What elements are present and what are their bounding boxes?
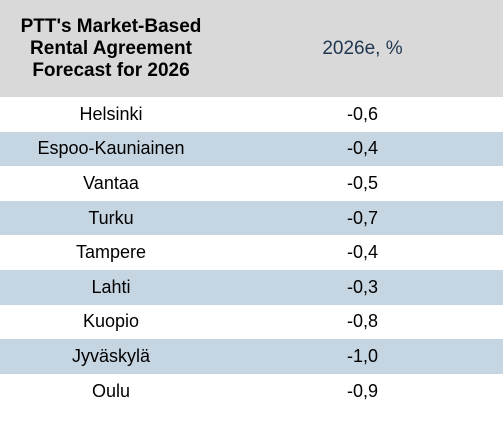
title-line-3: Forecast for 2026 (32, 59, 190, 81)
table-row: Oulu -0,9 (0, 373, 503, 409)
value-cell: -0,8 (222, 304, 503, 340)
title-line-2: Rental Agreement (30, 37, 192, 59)
value-cell: -0,5 (222, 166, 503, 201)
table-row: Jyväskylä -1,0 (0, 339, 503, 374)
value-column-header: 2026e, % (222, 0, 503, 97)
city-cell: Tampere (0, 235, 222, 270)
value-cell: -0,6 (222, 97, 503, 132)
table-row: Lahti -0,3 (0, 269, 503, 305)
table-row: Kuopio -0,8 (0, 304, 503, 340)
table-row: Tampere -0,4 (0, 235, 503, 270)
city-cell: Vantaa (0, 166, 222, 201)
city-cell: Kuopio (0, 304, 222, 340)
table-header-row: PTT's Market-Based Rental Agreement Fore… (0, 0, 503, 97)
value-cell: -0,7 (222, 200, 503, 236)
table-row: Vantaa -0,5 (0, 166, 503, 201)
value-cell: -0,4 (222, 235, 503, 270)
value-cell: -1,0 (222, 339, 503, 374)
value-cell: -0,4 (222, 131, 503, 167)
value-cell: -0,3 (222, 269, 503, 305)
value-cell: -0,9 (222, 373, 503, 409)
city-cell: Oulu (0, 373, 222, 409)
rental-forecast-table: PTT's Market-Based Rental Agreement Fore… (0, 0, 503, 409)
city-cell: Espoo-Kauniainen (0, 131, 222, 167)
table-title-header: PTT's Market-Based Rental Agreement Fore… (0, 0, 222, 97)
table-row: Helsinki -0,6 (0, 97, 503, 132)
city-cell: Lahti (0, 269, 222, 305)
city-cell: Turku (0, 200, 222, 236)
table-row: Espoo-Kauniainen -0,4 (0, 131, 503, 167)
city-cell: Helsinki (0, 97, 222, 132)
table-body: Helsinki -0,6 Espoo-Kauniainen -0,4 Vant… (0, 97, 503, 409)
city-cell: Jyväskylä (0, 339, 222, 374)
title-line-1: PTT's Market-Based (20, 15, 202, 37)
table-row: Turku -0,7 (0, 200, 503, 236)
